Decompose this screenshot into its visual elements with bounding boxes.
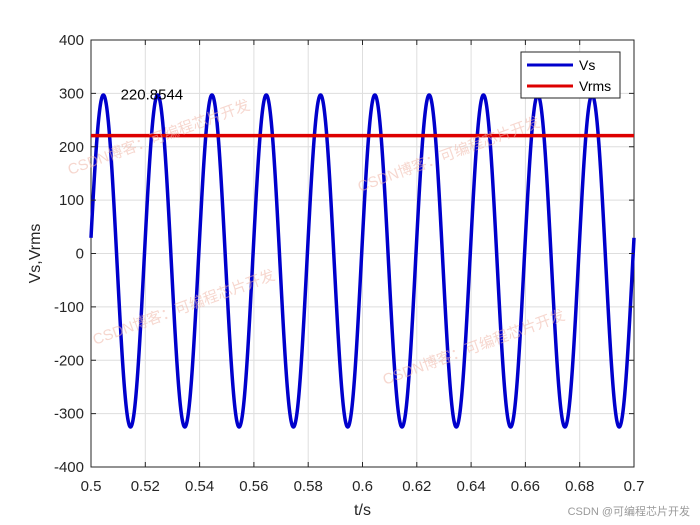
y-tick-label: -400 <box>54 459 84 476</box>
x-tick-label: 0.62 <box>402 478 431 495</box>
y-tick-label: -100 <box>54 299 84 316</box>
y-tick-label: -200 <box>54 352 84 369</box>
x-tick-label: 0.6 <box>352 478 373 495</box>
y-tick-label: -300 <box>54 406 84 423</box>
x-tick-label: 0.5 <box>81 478 102 495</box>
y-tick-label: 0 <box>76 246 84 263</box>
x-tick-label: 0.64 <box>456 478 485 495</box>
legend-entry-vrms: Vrms <box>579 78 611 94</box>
legend-entry-vs: Vs <box>579 57 595 73</box>
y-tick-label: 400 <box>59 32 84 49</box>
watermark-text: CSDN博客：可编程芯片开发 <box>66 97 253 179</box>
x-tick-label: 0.66 <box>511 478 540 495</box>
x-tick-label: 0.56 <box>239 478 268 495</box>
x-tick-label: 0.7 <box>624 478 645 495</box>
legend-box <box>520 51 621 99</box>
x-tick-label: 0.58 <box>294 478 323 495</box>
y-tick-label: 300 <box>59 85 84 102</box>
series-layer <box>89 93 636 429</box>
legend: Vs Vrms <box>520 51 621 99</box>
annotation-vrms-value: 220.8544 <box>121 87 184 104</box>
x-tick-label: 0.54 <box>185 478 214 495</box>
credit-text: CSDN @可编程芯片开发 <box>567 506 690 518</box>
x-tick-label: 0.52 <box>131 478 160 495</box>
y-axis-label: Vs,Vrms <box>27 224 44 284</box>
watermark-text: CSDN博客：可编程芯片开发 <box>381 307 568 389</box>
axis-ticks: 0.5 0.52 0.54 0.56 0.58 0.6 0.62 0.64 0.66 0.68 0.… <box>54 32 644 495</box>
x-axis-label: t/s <box>354 502 371 519</box>
x-tick-label: 0.68 <box>565 478 594 495</box>
y-tick-label: 200 <box>59 139 84 156</box>
y-tick-label: 100 <box>59 192 84 209</box>
series-line-vs <box>89 93 636 429</box>
